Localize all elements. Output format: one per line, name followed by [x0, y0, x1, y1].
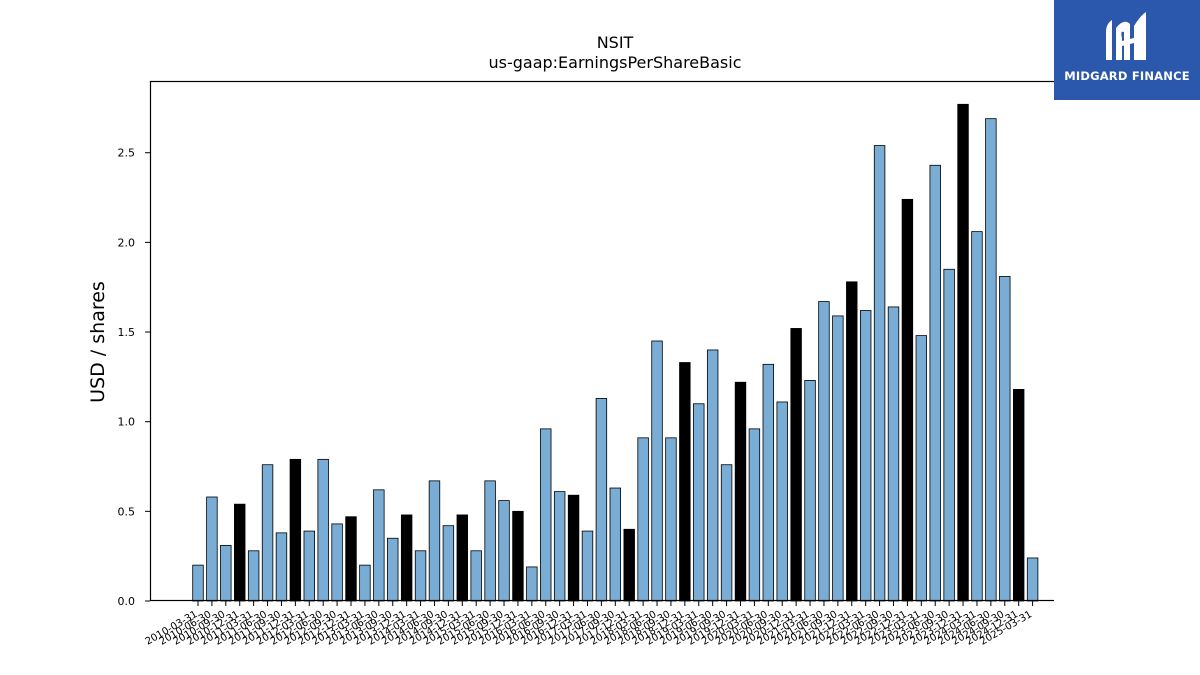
bar-2025-03-31	[1026, 557, 1039, 602]
bar-2011-09-30	[275, 532, 288, 602]
bar-2015-12-31	[512, 510, 524, 602]
bar-2013-06-30	[373, 489, 385, 602]
y-tick-label: 0.5	[118, 505, 136, 518]
bar-2016-12-31	[567, 494, 580, 602]
y-tick-label: 1.0	[118, 416, 136, 429]
bar-2017-03-31	[581, 530, 594, 602]
bar-2014-03-31	[414, 550, 427, 602]
bar-2024-06-30	[985, 118, 997, 602]
y-axis-label: USD / shares	[87, 281, 109, 403]
bar-2017-12-31	[623, 528, 635, 602]
bar-2011-03-31	[247, 550, 260, 602]
bar-2019-06-30	[706, 349, 719, 602]
bar-2013-09-30	[387, 537, 399, 602]
bar-2014-09-30	[442, 525, 455, 602]
bar-2024-12-31	[1012, 389, 1025, 602]
bar-2015-06-30	[484, 480, 496, 602]
bar-2021-09-30	[832, 315, 844, 602]
bar-2024-09-30	[999, 276, 1011, 602]
bar-2012-09-30	[331, 523, 343, 602]
bar-2020-06-30	[762, 363, 775, 602]
eps-bar-chart: NSIT us-gaap:EarningsPerShareBasic USD /…	[87, 33, 1054, 648]
bar-2012-03-31	[303, 530, 315, 602]
bar-2022-09-30	[887, 306, 900, 602]
chart-subtitle: us-gaap:EarningsPerShareBasic	[488, 53, 741, 72]
bar-series	[192, 103, 1039, 602]
bar-2022-03-31	[859, 310, 872, 602]
bar-2013-03-31	[359, 564, 371, 602]
bar-2019-09-30	[720, 464, 733, 602]
y-tick-label: 0.0	[118, 595, 136, 608]
brand-name: MIDGARD FINANCE	[1064, 69, 1190, 83]
bar-2022-12-31	[901, 198, 914, 602]
y-tick-label: 2.0	[118, 236, 136, 249]
bar-2010-03-31	[192, 564, 204, 602]
bar-2021-06-30	[818, 301, 830, 602]
bar-2020-09-30	[776, 401, 788, 602]
bar-2012-12-31	[345, 516, 357, 602]
bar-2023-06-30	[929, 164, 941, 602]
bar-2016-06-30	[540, 428, 552, 602]
bar-2016-09-30	[553, 491, 566, 602]
bar-2014-06-30	[428, 480, 441, 602]
bar-2021-12-31	[846, 281, 858, 602]
bar-2011-12-31	[289, 458, 302, 602]
bar-2010-12-31	[234, 503, 246, 602]
bar-2016-03-31	[526, 566, 538, 602]
bar-2020-03-31	[748, 428, 761, 602]
bar-2018-06-30	[651, 340, 663, 602]
bar-2022-06-30	[873, 145, 886, 602]
bar-2024-03-31	[971, 231, 983, 602]
bar-2011-06-30	[261, 464, 274, 602]
bar-2020-12-31	[790, 328, 802, 602]
bar-2012-06-30	[317, 458, 329, 602]
bar-2015-09-30	[498, 500, 510, 602]
chart-title: NSIT	[597, 33, 634, 52]
bar-2019-03-31	[693, 403, 705, 602]
y-tick-label: 1.5	[118, 326, 136, 339]
bar-2023-03-31	[915, 335, 928, 602]
bar-2018-03-31	[637, 437, 649, 602]
x-axis-ticks: 2010-03-312010-06-302010-09-302010-12-31…	[144, 601, 1034, 648]
y-axis-ticks: 0.0 0.5 1.0 1.5 2.0 2.5	[118, 147, 150, 608]
plot-frame	[149, 80, 1054, 602]
bar-2010-09-30	[220, 545, 232, 602]
brand-logo: MIDGARD FINANCE	[1054, 0, 1200, 100]
bar-2019-12-31	[734, 381, 747, 602]
bar-2023-12-31	[957, 103, 969, 602]
bar-2017-09-30	[609, 487, 622, 602]
bar-2010-06-30	[206, 496, 218, 602]
bar-2015-03-31	[470, 550, 482, 602]
bar-2014-12-31	[456, 514, 468, 602]
bar-2017-06-30	[595, 397, 608, 602]
bar-2018-09-30	[665, 437, 677, 602]
bar-2021-03-31	[804, 380, 816, 602]
bar-2013-12-31	[400, 514, 413, 602]
bar-2023-09-30	[943, 268, 955, 602]
y-tick-label: 2.5	[118, 147, 136, 160]
midgard-logo-icon	[1106, 12, 1146, 60]
bar-2018-12-31	[679, 362, 691, 602]
